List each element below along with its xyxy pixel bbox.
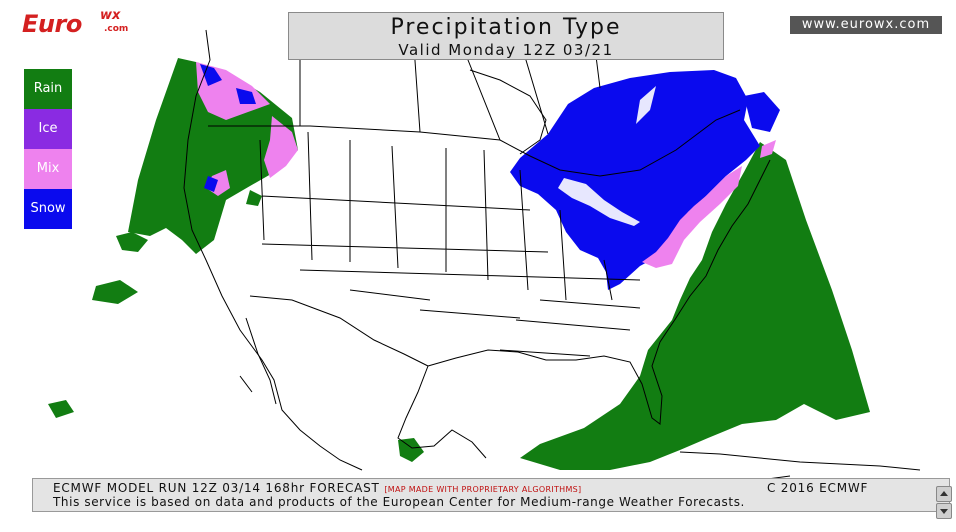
baja-line xyxy=(239,317,277,405)
eurowx-logo: Euro wx .com xyxy=(22,8,128,38)
snow-area-northeast xyxy=(510,70,760,290)
logo-sup-text: wx xyxy=(100,8,121,23)
snow-area-quebec-east xyxy=(744,92,780,132)
hudson-bay-line xyxy=(469,69,547,155)
us-canada-border xyxy=(208,109,741,177)
logo-main-text: Euro xyxy=(22,10,82,38)
canada-provinces xyxy=(299,17,601,141)
west-coast-line xyxy=(183,29,363,471)
state-lines-2 xyxy=(349,289,641,357)
caribbean-line xyxy=(679,451,921,481)
legend-item-rain: Rain xyxy=(24,69,72,109)
footer-line1: ECMWF MODEL RUN 12Z 03/14 168hr FORECAST… xyxy=(53,481,581,495)
model-run-text: ECMWF MODEL RUN 12Z 03/14 168hr FORECAST xyxy=(53,481,380,495)
snow-area-pacific-nw xyxy=(200,64,256,192)
valid-time: Valid Monday 12Z 03/21 xyxy=(398,41,614,59)
mix-area-mid-atlantic xyxy=(642,140,776,268)
logo-sub-text: .com xyxy=(104,24,129,34)
copyright-text: C 2016 ECMWF xyxy=(767,481,869,495)
algorithm-note: [MAP MADE WITH PROPRIETARY ALGORITHMS] xyxy=(384,485,582,494)
map-borders xyxy=(183,17,921,481)
precip-legend: Rain Ice Mix Snow xyxy=(24,69,72,229)
gulf-coast-line xyxy=(427,159,771,425)
mix-area-pacific-nw xyxy=(196,62,298,196)
rain-area-atlantic xyxy=(520,142,870,470)
us-mexico-border xyxy=(249,295,429,367)
site-url-banner: www.eurowx.com xyxy=(790,16,942,34)
map-title: Precipitation Type xyxy=(390,15,622,40)
disclaimer-text: This service is based on data and produc… xyxy=(53,495,745,509)
scroll-down-button[interactable] xyxy=(936,503,952,519)
rain-area-yucatan xyxy=(398,438,424,462)
legend-item-mix: Mix xyxy=(24,149,72,189)
state-lines-1 xyxy=(259,131,641,301)
scroll-up-button[interactable] xyxy=(936,486,952,502)
legend-item-snow: Snow xyxy=(24,189,72,229)
mexico-coast-line xyxy=(397,365,487,459)
title-box: Precipitation Type Valid Monday 12Z 03/2… xyxy=(288,12,724,60)
snow-lake-effect-gaps xyxy=(558,86,656,226)
footer-credits: ECMWF MODEL RUN 12Z 03/14 168hr FORECAST… xyxy=(32,478,950,512)
legend-item-ice: Ice xyxy=(24,109,72,149)
